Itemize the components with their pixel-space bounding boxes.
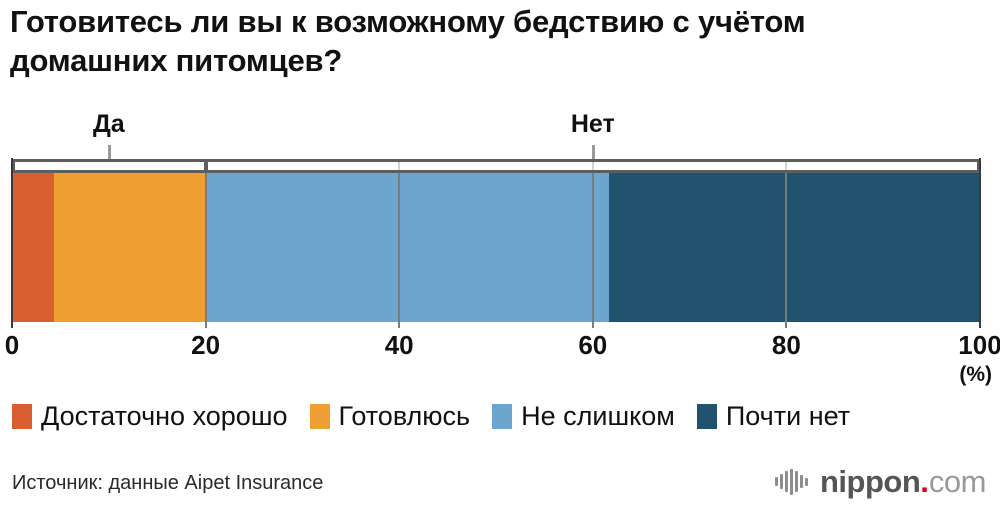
axis-tick: [11, 158, 13, 328]
axis-tick-label: 100: [958, 330, 1000, 360]
bar-segment: [12, 173, 54, 322]
axis-unit-label: (%): [959, 363, 992, 386]
bracket-divider-major: [203, 162, 208, 170]
legend-swatch-ne-slishkom: [492, 403, 513, 429]
logo-name: nippon: [820, 464, 921, 499]
axis-tick: [785, 173, 788, 328]
source-note: Источник: данные Aipet Insurance: [12, 472, 324, 494]
bracket-tick-net: [591, 145, 595, 161]
chart-legend: Достаточно хорошо Готовлюсь Не слишком Почт…: [12, 400, 988, 432]
legend-swatch-dostatochno-horosho: [12, 403, 32, 429]
axis-tick-label: 20: [191, 330, 221, 360]
axis-tick: [398, 173, 401, 328]
bracket-tick-da: [107, 145, 111, 161]
bar-segment: [53, 173, 206, 322]
bracket-divider-minor: [785, 162, 788, 170]
bracket-label-net: Нет: [570, 110, 615, 138]
axis-tick-label: 40: [384, 330, 414, 360]
bar-segment: [205, 173, 610, 322]
bar-segment: [609, 173, 980, 322]
axis-tick-label: 60: [578, 330, 608, 360]
logo-dot: .: [920, 464, 929, 499]
legend-label: Не слишком: [521, 400, 675, 431]
nippon-logo[interactable]: nippon . com: [775, 464, 987, 499]
legend-item[interactable]: Достаточно хорошо: [12, 400, 288, 431]
bracket-label-da: Да: [92, 110, 125, 138]
axis-tick-label: 0: [4, 330, 20, 360]
legend-label: Почти нет: [725, 400, 851, 431]
bracket-rail: [12, 159, 980, 173]
legend-label: Достаточно хорошо: [41, 400, 288, 431]
page-title: Готовитесь ли вы к возможному бедствию с…: [10, 4, 806, 79]
waveform-icon: [775, 468, 810, 495]
bracket-divider-minor: [398, 162, 401, 170]
legend-item[interactable]: Готовлюсь: [309, 400, 471, 431]
axis-tick: [979, 158, 981, 328]
bracket-divider-minor: [591, 162, 594, 170]
legend-label: Готовлюсь: [338, 400, 471, 431]
axis-tick-label: 80: [771, 330, 801, 360]
logo-tld: com: [928, 464, 987, 499]
legend-swatch-gotovlyus: [309, 403, 330, 429]
legend-swatch-pochti-net: [696, 403, 717, 429]
axis-tick: [591, 173, 594, 328]
stacked-bar: [12, 173, 980, 322]
legend-item[interactable]: Не слишком: [492, 400, 675, 431]
legend-item[interactable]: Почти нет: [696, 400, 851, 431]
axis-tick: [204, 173, 207, 328]
